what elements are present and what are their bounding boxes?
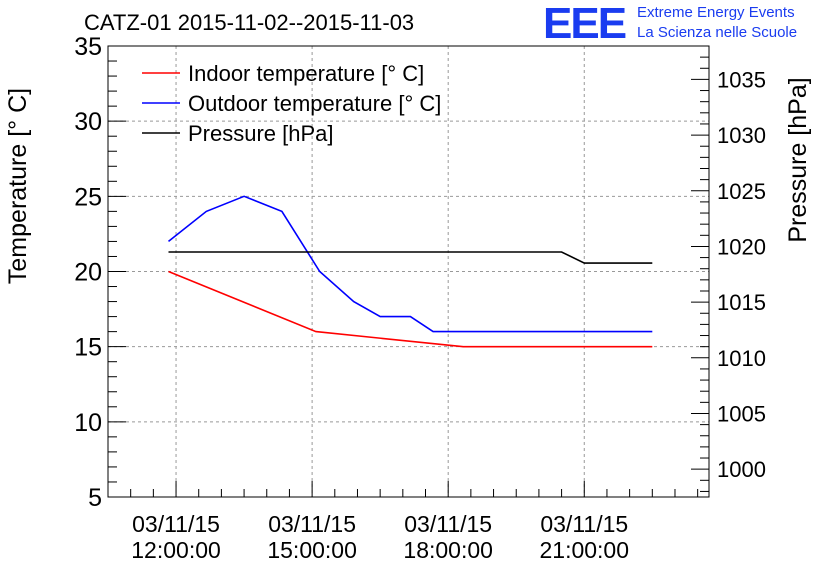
y2-tick-label: 1005 bbox=[717, 401, 766, 426]
y2-tick-label: 1015 bbox=[717, 290, 766, 315]
y2-tick-label: 1000 bbox=[717, 457, 766, 482]
eee-logo: EEE bbox=[543, 0, 627, 48]
y-tick-label: 30 bbox=[74, 108, 102, 136]
x-tick-label-date: 03/11/15 bbox=[540, 511, 628, 537]
legend-entry-2: Outdoor temperature [° C] bbox=[188, 91, 441, 116]
y-tick-label: 10 bbox=[74, 409, 102, 437]
y2-tick-label: 1035 bbox=[717, 67, 766, 92]
y-tick-label: 5 bbox=[88, 484, 102, 512]
y-axis-label: Temperature [° C] bbox=[4, 88, 32, 284]
x-tick-label-time: 12:00:00 bbox=[131, 537, 221, 563]
y-tick-label: 35 bbox=[74, 33, 102, 61]
x-tick-label-time: 21:00:00 bbox=[539, 537, 629, 563]
series-line-1 bbox=[168, 270, 653, 348]
x-tick-label-date: 03/11/15 bbox=[268, 511, 356, 537]
y-tick-label: 15 bbox=[74, 334, 102, 362]
chart-title: CATZ-01 2015-11-02--2015-11-03 bbox=[84, 10, 415, 35]
series-layer bbox=[168, 195, 653, 348]
y2-tick-label: 1010 bbox=[717, 346, 766, 371]
y2-axis-label: Pressure [hPa] bbox=[784, 77, 812, 242]
x-tick-label-date: 03/11/15 bbox=[132, 511, 220, 537]
x-tick-label-time: 15:00:00 bbox=[267, 537, 357, 563]
axes: 5101520253035100010051010101510201025103… bbox=[74, 33, 766, 563]
series-line-3 bbox=[168, 251, 653, 264]
legend-entry-3: Pressure [hPa] bbox=[188, 121, 334, 146]
y-tick-label: 20 bbox=[74, 259, 102, 287]
logo-line-2: La Scienza nelle Scuole bbox=[637, 24, 798, 41]
x-tick-label-date: 03/11/15 bbox=[404, 511, 492, 537]
y-tick-label: 25 bbox=[74, 183, 102, 211]
x-tick-label-time: 18:00:00 bbox=[403, 537, 493, 563]
series-line-2 bbox=[168, 195, 653, 333]
y2-tick-label: 1020 bbox=[717, 234, 766, 259]
logo-line-1: Extreme Energy Events bbox=[637, 4, 795, 21]
legend-entry-1: Indoor temperature [° C] bbox=[188, 61, 424, 86]
legend: Indoor temperature [° C] Outdoor temperat… bbox=[142, 61, 441, 146]
y2-tick-label: 1025 bbox=[717, 179, 766, 204]
y2-tick-label: 1030 bbox=[717, 123, 766, 148]
